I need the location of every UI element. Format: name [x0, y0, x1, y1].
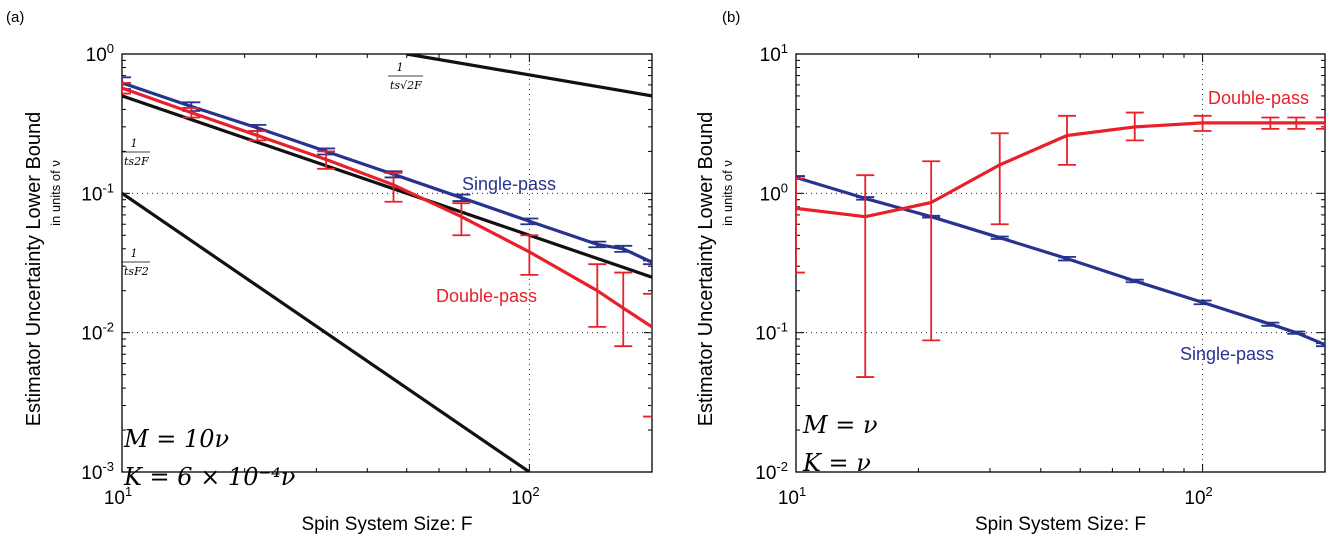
series-double-pass — [796, 111, 1325, 378]
y-axis-label: Estimator Uncertainty Lower Bound — [695, 112, 717, 427]
series-double-pass — [122, 82, 652, 418]
reference-line-label: 1 ts√2F — [388, 61, 423, 92]
plot-area — [796, 111, 1325, 378]
series-line — [122, 81, 652, 264]
series-line — [796, 121, 1325, 219]
x-axis-label: Spin System Size: F — [975, 514, 1146, 535]
error-bar — [1193, 299, 1212, 306]
reference-line — [122, 191, 531, 472]
gridlines — [796, 54, 1325, 472]
error-bar — [1058, 114, 1077, 166]
error-bar — [520, 234, 539, 276]
y-tick-label: 10-2 — [81, 320, 114, 345]
y-tick-label: 10-1 — [755, 320, 788, 345]
error-bar — [1058, 255, 1077, 262]
error-bar — [643, 259, 652, 266]
error-bar — [1261, 321, 1280, 327]
error-bar — [1316, 342, 1325, 348]
error-bar — [796, 177, 805, 274]
error-bar — [614, 244, 633, 253]
reference-line — [406, 54, 652, 98]
error-bar — [1125, 111, 1144, 142]
y-axis-sublabel: in units of ν — [720, 160, 735, 226]
y-tick-label: 10-3 — [81, 459, 114, 484]
x-tick-label: 101 — [778, 484, 806, 509]
plot-area — [122, 54, 652, 472]
error-bar — [452, 193, 471, 202]
error-bar — [182, 107, 201, 119]
series-label: Double-pass — [436, 286, 537, 306]
series-label: Single-pass — [462, 174, 556, 194]
ref-label-numerator: 1 — [131, 137, 138, 150]
error-bar — [1193, 114, 1212, 132]
reference-line-label: 1 tsF2 — [122, 247, 150, 278]
y-tick-label: 10-1 — [81, 180, 114, 205]
error-bar — [643, 292, 652, 418]
series-single-pass — [122, 76, 652, 266]
chart-panel-b: 101 102 101 100 10-1 10-2 Estimator Uncertaint… — [695, 9, 1326, 535]
ref-label-numerator: 1 — [397, 61, 404, 74]
error-bar — [1287, 330, 1306, 335]
series-label: Single-pass — [1180, 344, 1274, 364]
error-bar — [588, 240, 607, 249]
y-axis-sublabel: in units of ν — [48, 160, 63, 226]
y-tick-label: 100 — [86, 41, 114, 66]
error-bar — [990, 132, 1009, 226]
x-tick-label: 101 — [104, 484, 132, 509]
error-bar — [122, 82, 131, 95]
error-bar — [1261, 116, 1280, 130]
parameter-annotation: M = ν — [802, 411, 878, 439]
series-line — [122, 86, 652, 329]
error-bar — [248, 130, 267, 142]
error-bar — [856, 174, 875, 378]
error-bar — [452, 202, 471, 237]
error-bar — [588, 263, 607, 328]
axis-ticks — [795, 53, 1326, 473]
series-line — [796, 175, 1325, 347]
series-single-pass — [796, 175, 1325, 348]
error-bar — [1125, 278, 1144, 284]
x-tick-label: 102 — [1184, 484, 1212, 509]
y-tick-label: 101 — [760, 41, 788, 66]
error-bar — [317, 150, 336, 170]
gridlines — [122, 54, 652, 472]
reference-line-label: 1 ts2F — [122, 137, 150, 168]
error-bar — [922, 160, 941, 342]
series-label: Double-pass — [1208, 88, 1309, 108]
panel-label: (a) — [6, 9, 24, 26]
y-tick-label: 10-2 — [755, 459, 788, 484]
parameter-annotation: M = 10ν — [123, 425, 229, 453]
parameter-annotation: K = 6 × 10⁻⁴ν — [123, 463, 295, 491]
panel-label: (b) — [722, 9, 740, 26]
y-tick-label: 100 — [760, 180, 788, 205]
error-bar — [1287, 116, 1306, 130]
error-bar — [614, 271, 633, 348]
error-bar — [520, 217, 539, 226]
ref-label-denominator: ts√2F — [390, 79, 422, 92]
x-tick-label: 102 — [511, 484, 539, 509]
error-bar — [990, 235, 1009, 240]
ref-label-denominator: tsF2 — [124, 265, 149, 278]
reference-line — [122, 94, 652, 279]
x-axis-label: Spin System Size: F — [301, 514, 472, 535]
ref-label-numerator: 1 — [131, 247, 138, 260]
y-axis-label: Estimator Uncertainty Lower Bound — [23, 112, 45, 427]
parameter-annotation: K = ν — [802, 449, 871, 477]
error-bar — [1316, 116, 1325, 130]
chart-panel-a: 101 102 100 10-1 10-2 10-3 Estimator Uncertain… — [6, 9, 653, 535]
ref-label-denominator: ts2F — [124, 155, 149, 168]
error-bar — [384, 172, 403, 203]
